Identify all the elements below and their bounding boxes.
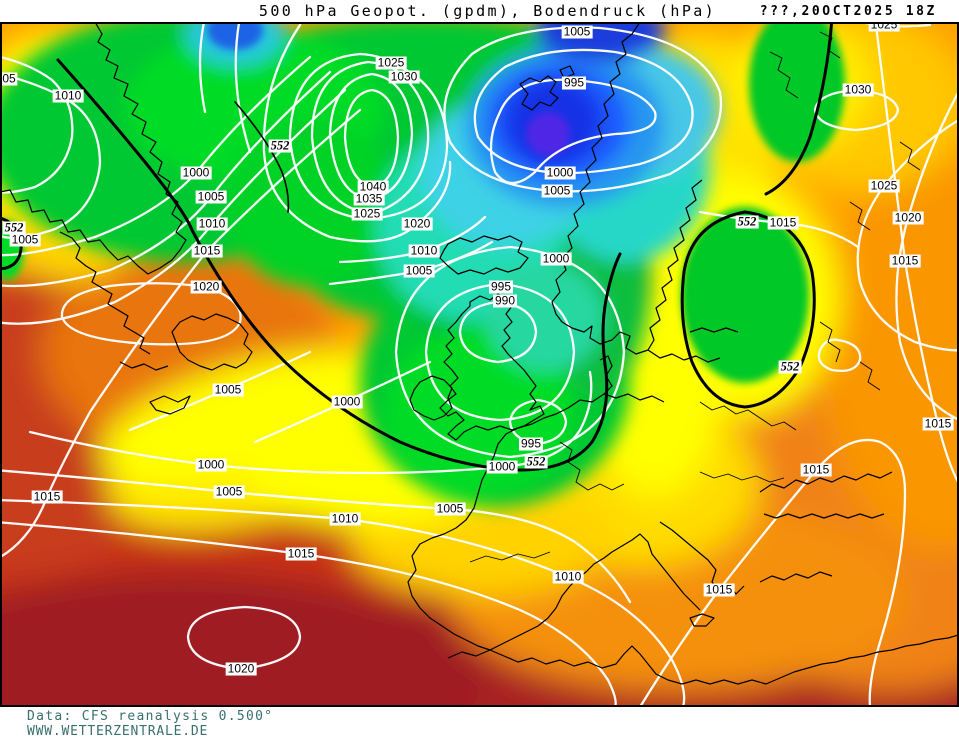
pressure-label: 1000	[486, 459, 518, 474]
pressure-label: 1015	[922, 416, 954, 431]
pressure-label: 1000	[180, 165, 212, 180]
pressure-label: 1005	[213, 484, 245, 499]
pressure-label: 1010	[552, 569, 584, 584]
map-title: 500 hPa Geopot. (gpdm), Bodendruck (hPa)	[258, 2, 717, 20]
pressure-label: 1025	[868, 178, 900, 193]
map-labels: 05 1010 1000 1005 1010 1015 1020 1005 1025 1030 10…	[0, 18, 959, 707]
pressure-label: 1005	[561, 24, 593, 39]
geopotential-color-field	[0, 22, 959, 707]
pressure-label: 995	[561, 75, 587, 90]
pressure-label: 1025	[351, 206, 383, 221]
pressure-label: 1015	[285, 546, 317, 561]
coastlines	[0, 22, 959, 685]
pressure-label: 05	[0, 71, 18, 86]
weather-map: 05 1010 1000 1005 1010 1015 1020 1005 1025 1030 10…	[0, 18, 959, 707]
pressure-label: 1035	[353, 191, 385, 206]
footer-bar: Data: CFS reanalysis 0.500° WWW.WETTERZE…	[0, 707, 959, 741]
pressure-label: 1005	[403, 263, 435, 278]
pressure-label: 1015	[31, 489, 63, 504]
pressure-label: 1020	[225, 661, 257, 676]
pressure-label: 1010	[196, 216, 228, 231]
website-link[interactable]: WWW.WETTERZENTRALE.DE	[27, 724, 209, 739]
pressure-label: 1020	[190, 279, 222, 294]
data-source-text: Data: CFS reanalysis 0.500°	[27, 709, 274, 724]
pressure-label: 1000	[195, 457, 227, 472]
pressure-label: 1000	[540, 251, 572, 266]
pressure-label: 1015	[703, 582, 735, 597]
geopotential-label: 552	[268, 138, 292, 153]
pressure-label: 1005	[9, 232, 41, 247]
run-timestamp: ???,20OCT2025 18Z	[759, 4, 937, 19]
pressure-label: 1020	[401, 216, 433, 231]
pressure-label: 1015	[767, 215, 799, 230]
country-borders	[469, 31, 921, 563]
pressure-label: 1030	[388, 69, 420, 84]
pressure-label: 1010	[329, 511, 361, 526]
pressure-label: 1010	[408, 243, 440, 258]
geopotential-label: 552	[735, 214, 759, 229]
pressure-label: 1010	[52, 88, 84, 103]
pressure-label: 1005	[541, 183, 573, 198]
pressure-label: 1020	[892, 210, 924, 225]
pressure-label: 1005	[195, 189, 227, 204]
pressure-label: 1005	[212, 382, 244, 397]
pressure-label: 1015	[191, 243, 223, 258]
pressure-label: 1040	[357, 179, 389, 194]
geopotential-label: 552	[524, 454, 548, 469]
pressure-label: 995	[488, 279, 514, 294]
pressure-label: 1030	[842, 82, 874, 97]
pressure-label: 1000	[544, 165, 576, 180]
pressure-label: 1015	[800, 462, 832, 477]
weather-map-canvas	[0, 22, 959, 707]
geopotential-label: 552	[778, 359, 802, 374]
pressure-label: 1025	[375, 55, 407, 70]
header-bar: 500 hPa Geopot. (gpdm), Bodendruck (hPa)…	[0, 0, 959, 22]
pressure-label: 990	[492, 293, 518, 308]
pressure-label: 1015	[889, 253, 921, 268]
pressure-label: 1000	[331, 394, 363, 409]
pressure-label: 1005	[434, 501, 466, 516]
pressure-label: 995	[518, 436, 544, 451]
geopotential-label: 552	[2, 220, 26, 235]
